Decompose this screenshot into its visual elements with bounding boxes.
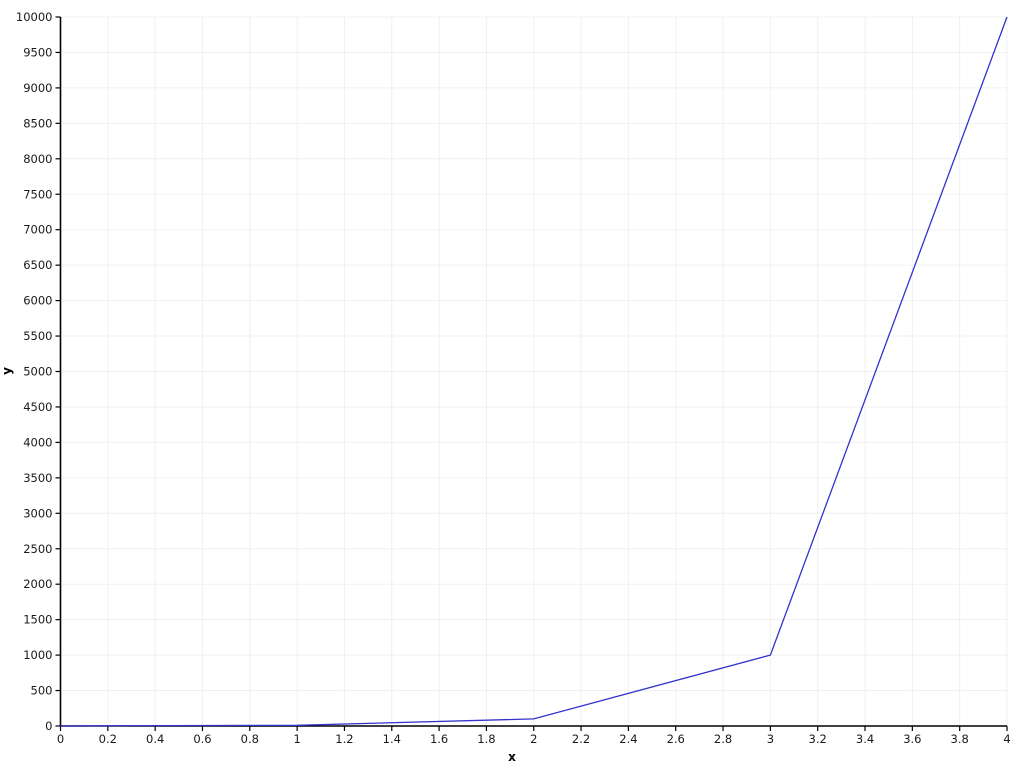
- x-tick-label: 2.6: [667, 732, 685, 746]
- y-tick-label: 500: [31, 684, 53, 698]
- y-tick-label: 9000: [23, 81, 52, 95]
- x-tick-label: 3.4: [856, 732, 874, 746]
- x-tick-label: 0.6: [193, 732, 211, 746]
- y-tick-label: 10000: [16, 10, 53, 24]
- y-tick-label: 7000: [23, 223, 52, 237]
- y-axis-title: y: [0, 367, 14, 375]
- x-tick-label: 1.2: [335, 732, 353, 746]
- y-tick-label: 2000: [23, 577, 52, 591]
- y-tick-label: 5500: [23, 329, 52, 343]
- x-tick-label: 3.6: [903, 732, 921, 746]
- x-tick-label: 1.8: [477, 732, 495, 746]
- x-tick-label: 0.4: [146, 732, 164, 746]
- data-series: [60, 16, 1008, 727]
- x-tick-label: 2: [530, 732, 537, 746]
- x-tick-label: 2.4: [619, 732, 637, 746]
- y-tick-label: 8000: [23, 152, 52, 166]
- y-tick-label: 9500: [23, 45, 52, 59]
- y-tick-label: 1000: [23, 648, 52, 662]
- x-tick-label: 1: [293, 732, 300, 746]
- series-line-1: [60, 16, 1008, 727]
- x-tick-labels: 0 0.2 0.4 0.6 0.8 1 1.2 1.4 1.6 1.8 2 2.2 2.4 2.6 2.8 3…: [57, 732, 1011, 746]
- x-tick-label: 3.2: [809, 732, 827, 746]
- y-tick-label: 0: [45, 719, 52, 733]
- y-tick-label: 3000: [23, 506, 52, 520]
- x-tick-label: 1.4: [383, 732, 401, 746]
- gridlines: [60, 16, 1008, 726]
- x-tick-label: 3.8: [951, 732, 969, 746]
- y-tick-labels: 0 500 1000 1500 2000 2500 3000 3500 4000 4500 5000…: [16, 10, 53, 733]
- y-tick-label: 2500: [23, 542, 52, 556]
- x-tick-label: 0.8: [241, 732, 259, 746]
- x-tick-label: 0.2: [99, 732, 117, 746]
- tick-marks: [55, 16, 1008, 731]
- y-tick-label: 8500: [23, 116, 52, 130]
- y-tick-label: 1500: [23, 613, 52, 627]
- y-tick-label: 6500: [23, 258, 52, 272]
- y-tick-label: 5000: [23, 365, 52, 379]
- y-tick-label: 4500: [23, 400, 52, 414]
- x-axis-title: x: [508, 750, 516, 764]
- y-tick-label: 4000: [23, 435, 52, 449]
- x-tick-label: 3: [767, 732, 774, 746]
- y-tick-label: 7500: [23, 187, 52, 201]
- x-tick-label: 4: [1003, 732, 1010, 746]
- y-tick-label: 6000: [23, 294, 52, 308]
- x-tick-label: 1.6: [430, 732, 448, 746]
- x-tick-label: 2.8: [714, 732, 732, 746]
- y-tick-label: 3500: [23, 471, 52, 485]
- x-tick-label: 0: [57, 732, 64, 746]
- x-tick-label: 2.2: [572, 732, 590, 746]
